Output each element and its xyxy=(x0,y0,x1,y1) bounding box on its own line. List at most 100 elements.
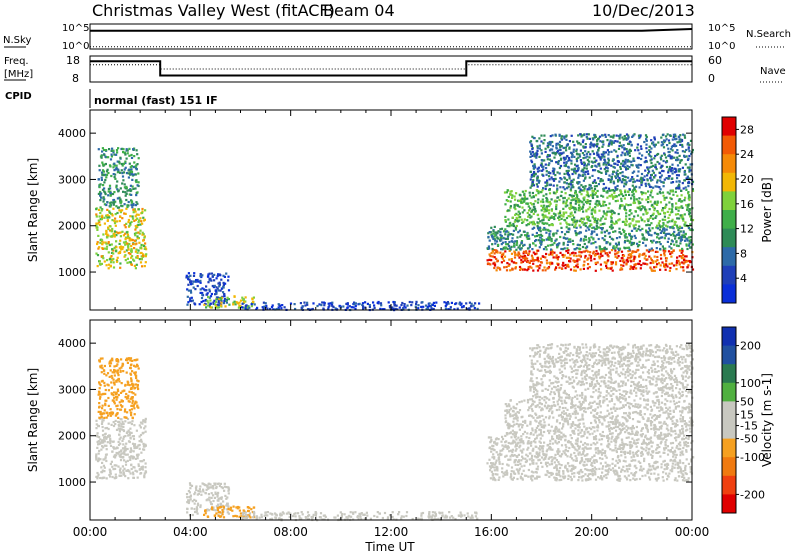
scatter-cell xyxy=(543,207,546,210)
scatter-cell xyxy=(653,207,656,210)
scatter-cell xyxy=(682,262,685,265)
scatter-cell xyxy=(689,236,692,239)
scatter-cell xyxy=(507,264,510,267)
scatter-cell xyxy=(631,190,634,193)
scatter-cell xyxy=(544,228,547,231)
scatter-cell xyxy=(518,212,521,215)
scatter-cell xyxy=(115,360,118,363)
scatter-cell xyxy=(505,237,508,240)
scatter-cell xyxy=(675,202,678,205)
scatter-cell xyxy=(603,200,606,204)
scatter-cell xyxy=(391,515,394,519)
scatter-cell xyxy=(654,174,657,177)
scatter-cell xyxy=(688,236,691,239)
scatter-cell xyxy=(582,203,585,206)
scatter-cell xyxy=(605,172,608,175)
scatter-cell xyxy=(200,296,204,300)
scatter-cell xyxy=(127,172,130,175)
scatter-cell xyxy=(260,516,263,519)
scatter-cell xyxy=(135,248,138,251)
scatter-cell xyxy=(549,230,552,233)
scatter-cell xyxy=(597,163,600,166)
scatter-cell xyxy=(542,255,545,258)
scatter-cell xyxy=(544,147,547,150)
scatter-cell xyxy=(513,242,516,245)
scatter-cell xyxy=(526,260,529,264)
scatter-cell xyxy=(600,171,603,174)
scatter-cell xyxy=(525,250,528,253)
scatter-cell xyxy=(588,176,591,179)
scatter-cell xyxy=(665,259,668,262)
scatter-cell xyxy=(519,254,522,258)
scatter-cell xyxy=(131,396,134,399)
scatter-cell xyxy=(255,516,258,519)
scatter-cell xyxy=(540,134,543,137)
scatter-cell xyxy=(647,196,650,199)
scatter-cell xyxy=(215,286,218,289)
scatter-cell xyxy=(613,191,616,195)
scatter-cell xyxy=(556,246,559,249)
scatter-cell xyxy=(605,191,608,194)
scatter-cell xyxy=(293,512,296,516)
scatter-cell xyxy=(552,234,555,237)
scatter-cell xyxy=(630,260,633,263)
scatter-cell xyxy=(552,152,555,155)
scatter-cell xyxy=(577,207,580,210)
scatter-cell xyxy=(501,241,505,244)
scatter-cell xyxy=(140,440,143,443)
scatter-cell xyxy=(577,201,580,204)
scatter-cell xyxy=(618,141,621,144)
scatter-cell xyxy=(672,234,675,237)
scatter-cell xyxy=(270,512,273,516)
scatter-cell xyxy=(110,243,113,246)
scatter-cell xyxy=(526,257,529,260)
scatter-cell xyxy=(565,182,568,185)
colorbar-segment xyxy=(722,284,736,304)
scatter-cell xyxy=(638,205,641,208)
scatter-cell xyxy=(586,258,589,261)
scatter-cell xyxy=(598,156,602,159)
scatter-cell xyxy=(633,234,636,237)
scatter-cell xyxy=(100,171,104,174)
scatter-cell xyxy=(510,233,513,236)
scatter-cell xyxy=(218,298,221,301)
nave-axis-title: Nave xyxy=(760,66,786,77)
scatter-cell xyxy=(593,220,596,224)
scatter-cell xyxy=(656,255,659,259)
scatter-cell xyxy=(539,257,542,260)
scatter-cell xyxy=(510,224,513,227)
scatter-cell xyxy=(555,232,558,235)
scatter-cell xyxy=(554,268,557,271)
scatter-cell xyxy=(521,260,524,263)
scatter-cell xyxy=(668,201,671,204)
scatter-cell xyxy=(625,133,629,136)
scatter-cell xyxy=(509,190,512,193)
scatter-cell xyxy=(549,216,552,219)
scatter-cell xyxy=(398,306,401,309)
scatter-cell xyxy=(137,172,140,175)
scatter-cell xyxy=(677,168,680,171)
scatter-cell xyxy=(401,301,404,305)
scatter-cell xyxy=(143,265,146,268)
scatter-cell xyxy=(673,171,676,174)
scatter-cell xyxy=(130,363,133,366)
scatter-cell xyxy=(100,255,103,258)
scatter-cell xyxy=(123,446,126,450)
scatter-cell xyxy=(215,277,218,280)
scatter-cell xyxy=(676,164,680,167)
scatter-cell xyxy=(406,304,409,307)
scatter-cell xyxy=(668,141,671,145)
scatter-cell xyxy=(619,268,622,271)
scatter-cell xyxy=(135,446,138,449)
scatter-cell xyxy=(509,221,512,224)
scatter-cell xyxy=(127,357,130,360)
scatter-cell xyxy=(561,253,564,257)
scatter-cell xyxy=(103,181,106,184)
scatter-cell xyxy=(565,230,569,233)
scatter-cell xyxy=(582,217,585,220)
scatter-cell xyxy=(140,220,143,223)
scatter-cell xyxy=(136,235,139,238)
scatter-cell xyxy=(96,265,99,268)
scatter-cell xyxy=(132,187,135,190)
scatter-cell xyxy=(524,234,527,237)
